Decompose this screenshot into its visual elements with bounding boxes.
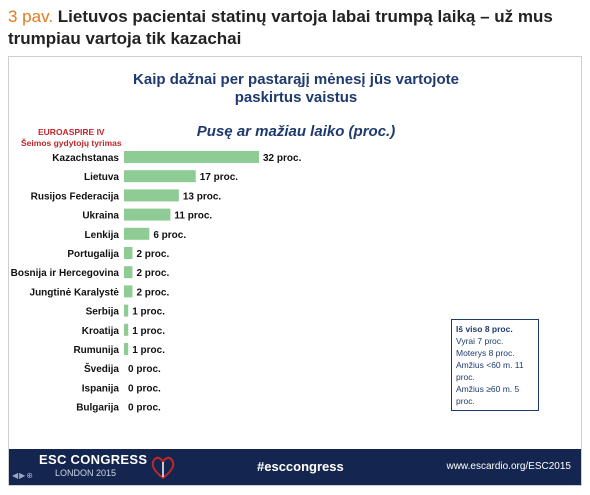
congress-brand: ESC CONGRESS <box>39 452 148 467</box>
summary-line-men: Vyrai 7 proc. <box>456 336 504 346</box>
slide-subtitle: Pusę ar mažiau laiko (proc.) <box>196 123 396 140</box>
bar <box>124 208 171 221</box>
category-label: Serbija <box>86 307 120 318</box>
category-label: Švedija <box>84 362 119 375</box>
bar-chart: Kazachstanas 32 proc. Lietuva 17 proc. Rusij… <box>11 151 302 414</box>
value-label: 0 proc. <box>128 364 161 375</box>
category-label: Rumunija <box>73 345 119 356</box>
bar <box>124 323 129 336</box>
study-name: EUROASPIRE IV <box>38 127 105 137</box>
summary-line-age-60-plus: Amžius ≥60 m. 5 proc. <box>456 384 520 406</box>
study-type: Šeimos gydytojų tyrimas <box>21 138 122 148</box>
bar <box>124 247 133 259</box>
category-label: Kroatija <box>82 326 120 337</box>
value-label: 6 proc. <box>153 230 186 241</box>
category-label: Kazachstanas <box>52 153 119 164</box>
figure-number: 3 pav. <box>8 7 54 26</box>
slide-title-line1: Kaip dažnai per pastarąjį mėnesį jūs var… <box>133 71 459 88</box>
category-label: Rusijos Federacija <box>31 191 120 202</box>
summary-title: Iš viso 8 proc. <box>456 324 513 334</box>
category-label: Portugalija <box>67 249 119 260</box>
summary-box: Iš viso 8 proc. Vyrai 7 proc. Moterys 8 … <box>451 319 539 411</box>
bar <box>124 170 196 183</box>
bar <box>124 151 259 163</box>
category-label: Bulgarija <box>76 403 119 414</box>
category-label: Lenkija <box>85 230 120 241</box>
heart-logo-icon <box>151 456 175 480</box>
value-label: 11 proc. <box>174 211 212 222</box>
congress-url[interactable]: www.escardio.org/ESC2015 <box>446 461 571 472</box>
figure-caption: 3 pav. Lietuvos pacientai statinų vartoj… <box>8 6 582 50</box>
slide-title-line2: paskirtus vaistus <box>234 89 358 106</box>
value-label: 17 proc. <box>200 172 239 183</box>
category-label: Ukraina <box>82 211 119 222</box>
value-label: 2 proc. <box>136 249 169 260</box>
presentation-slide: Kaip dažnai per pastarąjį mėnesį jūs var… <box>8 56 582 486</box>
value-label: 13 proc. <box>183 191 222 202</box>
category-label: Jungtinė Karalystė <box>30 287 120 298</box>
bar <box>124 285 133 298</box>
value-label: 1 proc. <box>132 307 165 318</box>
slide-title: Kaip dažnai per pastarąjį mėnesį jūs var… <box>9 71 581 107</box>
value-label: 0 proc. <box>128 383 161 394</box>
bar <box>124 189 179 202</box>
bar <box>124 227 150 240</box>
congress-city: LONDON 2015 <box>55 468 117 478</box>
bar <box>124 304 129 317</box>
value-label: 2 proc. <box>136 287 169 298</box>
figure-caption-text: Lietuvos pacientai statinų vartoja labai… <box>8 7 553 48</box>
congress-hashtag: #esccongress <box>257 459 344 474</box>
slide-footer: ◀▶⊕ ESC CONGRESS LONDON 2015 #esccongres… <box>9 449 581 485</box>
summary-line-women: Moterys 8 proc. <box>456 348 515 358</box>
summary-line-age-under-60: Amžius <60 m. 11 proc. <box>456 360 524 382</box>
category-label: Ispanija <box>82 383 120 394</box>
value-label: 1 proc. <box>132 345 165 356</box>
category-label: Lietuva <box>84 172 119 183</box>
bar <box>124 266 133 279</box>
category-label: Bosnija ir Hercegovina <box>11 268 120 279</box>
value-label: 32 proc. <box>263 153 302 164</box>
slide-nav-icon[interactable]: ◀▶⊕ <box>12 471 35 480</box>
value-label: 2 proc. <box>136 268 169 279</box>
value-label: 1 proc. <box>132 326 165 337</box>
bar <box>124 343 129 355</box>
study-label: EUROASPIRE IV Šeimos gydytojų tyrimas <box>21 127 122 149</box>
value-label: 0 proc. <box>128 403 161 414</box>
